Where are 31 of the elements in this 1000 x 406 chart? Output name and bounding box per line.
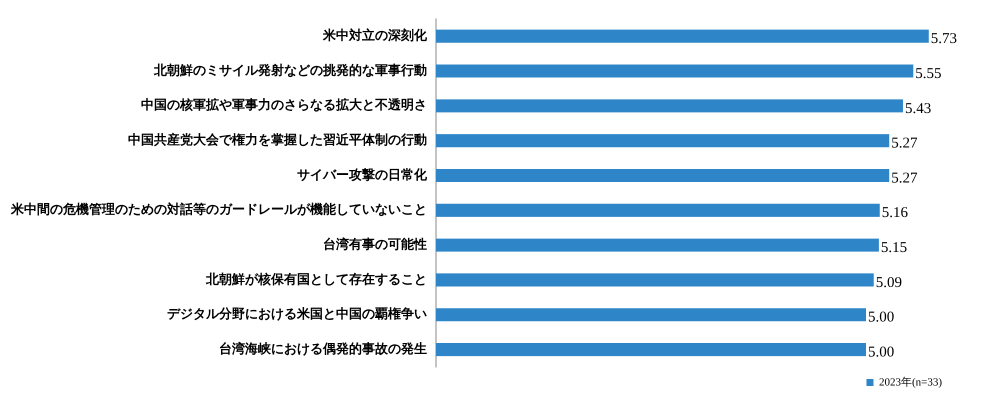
- bar: [436, 273, 874, 286]
- y-tick-label: 米中間の危機管理のための対話等のガードレールが機能していないこと: [10, 202, 427, 218]
- y-tick-label: 台湾海峡における偶発的事故の発生: [219, 340, 427, 357]
- bar: [436, 64, 914, 78]
- bar: [436, 204, 880, 217]
- bar: [436, 99, 903, 112]
- data-label: 5.27: [891, 136, 918, 152]
- data-label: 5.27: [891, 170, 918, 186]
- data-label: 5.09: [876, 274, 902, 291]
- y-tick-label: 米中対立の深刻化: [322, 28, 428, 44]
- y-tick-label: 中国共産党大会で権力を掌握した習近平体制の行動: [128, 132, 427, 148]
- legend-label: 2023年(n=33): [878, 376, 942, 388]
- y-tick-label: 中国の核軍拡や軍事力のさらなる拡大と不透明さ: [141, 97, 427, 114]
- bar: [436, 168, 890, 182]
- y-tick-label: 北朝鮮が核保有国として存在すること: [205, 271, 427, 288]
- bar: [436, 308, 866, 322]
- data-label: 5.43: [904, 100, 932, 117]
- data-label: 5.55: [915, 66, 942, 82]
- y-tick-label: 台湾有事の可能性: [323, 236, 427, 253]
- bar: [436, 30, 929, 43]
- data-label: 5.16: [882, 205, 909, 222]
- y-tick-label: デジタル分野における米国と中国の覇権争い: [167, 307, 427, 322]
- bar: [436, 238, 879, 252]
- y-tick-label: 北朝鮮のミサイル発射などの挑発的な軍事行動: [153, 63, 427, 78]
- y-tick-label: サイバー攻撃の日常化: [297, 166, 428, 183]
- bar: [436, 134, 890, 148]
- data-label: 5.00: [868, 344, 894, 361]
- data-label: 5.15: [880, 240, 908, 256]
- data-label: 5.00: [868, 310, 894, 326]
- bar: [436, 343, 866, 356]
- data-label: 5.73: [930, 31, 958, 48]
